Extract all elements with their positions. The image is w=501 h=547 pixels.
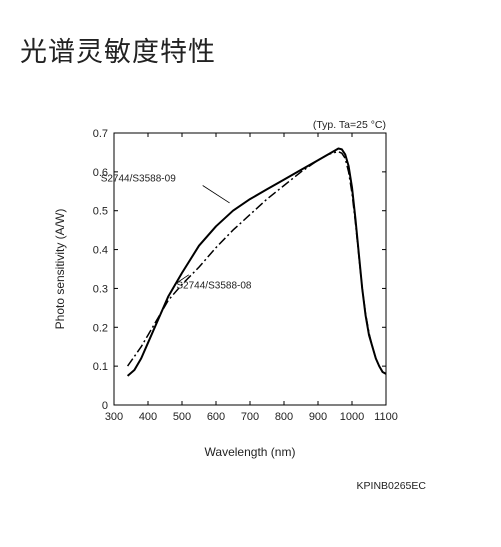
- x-axis-ticks: 300 400 500 600 700 800 900 1000 1100: [105, 133, 398, 423]
- x-tick: 700: [241, 133, 259, 423]
- y-tick-label: 0.7: [93, 128, 108, 140]
- x-tick: 500: [173, 133, 191, 423]
- x-tick: 1000: [340, 133, 364, 423]
- x-tick-label: 1100: [374, 411, 398, 423]
- y-tick-label: 0: [102, 400, 108, 412]
- x-tick-label: 600: [207, 411, 225, 423]
- x-tick-label: 300: [105, 411, 123, 423]
- x-axis-label: Wavelength (nm): [205, 445, 296, 459]
- y-tick: 0.5: [93, 206, 386, 218]
- x-tick: 300: [105, 133, 123, 423]
- y-tick: 0.3: [93, 283, 386, 295]
- y-tick: 0: [102, 400, 386, 412]
- page-title: 光谱灵敏度特性: [20, 37, 216, 68]
- y-axis-ticks: 0 0.1 0.2 0.3 0.4 0.5 0.6 0.7: [93, 128, 386, 412]
- series-label-1: S2744/S3588-09: [101, 174, 177, 185]
- figure-code: KPINB0265EC: [357, 480, 427, 492]
- x-tick: 800: [275, 133, 293, 423]
- y-tick: 0.4: [93, 245, 386, 257]
- series-label-leader-2: [174, 274, 190, 285]
- y-tick-label: 0.1: [93, 361, 108, 373]
- x-tick-label: 800: [275, 411, 293, 423]
- x-tick: 400: [139, 133, 157, 423]
- x-tick-label: 500: [173, 411, 191, 423]
- series-label-leader-1: [202, 185, 230, 204]
- y-axis-label: Photo sensitivity (A/W): [53, 209, 67, 330]
- x-tick: 1100: [374, 133, 398, 423]
- x-tick-label: 900: [309, 411, 327, 423]
- y-tick-label: 0.3: [93, 283, 108, 295]
- y-tick-label: 0.2: [93, 322, 108, 334]
- x-tick: 900: [309, 133, 327, 423]
- x-tick-label: 400: [139, 411, 157, 423]
- y-tick-label: 0.6: [93, 167, 108, 179]
- series-label-2: S2744/S3588-08: [176, 280, 252, 291]
- series-line-1: [126, 147, 387, 377]
- y-tick-label: 0.4: [93, 245, 108, 257]
- series-line-2: [126, 150, 387, 375]
- x-tick-label: 1000: [340, 411, 364, 423]
- y-tick: 0.7: [93, 128, 386, 140]
- series-layer: S2744/S3588-09 S2744/S3588-08: [101, 147, 387, 377]
- x-tick: 600: [207, 133, 225, 423]
- x-tick-label: 700: [241, 411, 259, 423]
- y-tick: 0.1: [93, 361, 386, 373]
- y-tick: 0.2: [93, 322, 386, 334]
- conditions-annotation: (Typ. Ta=25 °C): [313, 119, 386, 131]
- y-tick-label: 0.5: [93, 206, 108, 218]
- y-tick: 0.6: [93, 167, 386, 179]
